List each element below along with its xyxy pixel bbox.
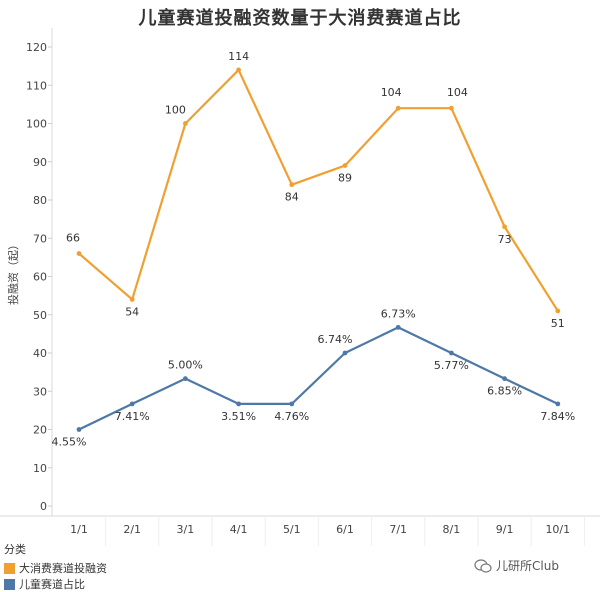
- data-label: 114: [228, 50, 249, 63]
- data-label: 7.41%: [115, 410, 150, 423]
- y-tick-label: 100: [26, 118, 47, 131]
- y-tick-label: 110: [26, 79, 47, 92]
- y-tick-label: 120: [26, 41, 47, 54]
- data-label: 3.51%: [221, 410, 256, 423]
- data-point: [236, 67, 242, 73]
- legend-swatch-blue: [4, 578, 15, 590]
- data-label: 100: [165, 104, 186, 117]
- x-tick-label: 2/1: [123, 523, 141, 536]
- data-label: 5.77%: [434, 359, 469, 372]
- x-tick-label: 8/1: [443, 523, 461, 536]
- x-tick-label: 3/1: [177, 523, 195, 536]
- data-label: 4.55%: [52, 436, 87, 449]
- legend-item-children: 儿童赛道占比: [4, 576, 107, 592]
- series-line-1: [78, 326, 559, 431]
- data-point: [342, 350, 348, 356]
- x-tick-label: 1/1: [70, 523, 88, 536]
- chart-title: 儿童赛道投融资数量于大消费赛道占比: [138, 8, 462, 29]
- data-point: [289, 182, 295, 188]
- y-tick-label: 50: [33, 309, 47, 322]
- data-point: [555, 308, 561, 314]
- y-tick-label: 80: [33, 194, 47, 207]
- data-label: 66: [66, 232, 80, 245]
- legend-title: 分类: [4, 543, 26, 556]
- data-label: 51: [551, 317, 565, 330]
- data-label: 7.84%: [540, 410, 575, 423]
- y-tick-label: 10: [33, 462, 47, 475]
- wechat-icon: [474, 558, 492, 573]
- data-point: [76, 251, 82, 256]
- data-point: [183, 376, 188, 382]
- y-tick-label: 70: [33, 232, 47, 245]
- data-label: 54: [125, 305, 139, 318]
- legend: 分类 大消费赛道投融资 儿童赛道占比: [4, 541, 107, 592]
- legend-swatch-orange: [4, 562, 15, 574]
- y-tick-label: 90: [33, 156, 47, 169]
- data-label: 6.73%: [381, 307, 416, 320]
- data-point: [395, 105, 401, 111]
- y-tick-label: 60: [33, 271, 47, 284]
- x-tick-label: 10/1: [545, 523, 570, 536]
- watermark: 儿研所Club: [474, 557, 559, 574]
- legend-item-consumer: 大消费赛道投融资: [4, 560, 107, 576]
- series-line-0: [78, 68, 559, 312]
- data-point: [76, 427, 82, 432]
- y-tick-label: 40: [33, 347, 47, 360]
- legend-label: 大消费赛道投融资: [19, 562, 107, 575]
- data-point: [236, 401, 242, 407]
- data-label: 6.85%: [487, 385, 522, 398]
- y-tick-label: 0: [40, 500, 47, 513]
- data-label: 84: [285, 191, 299, 204]
- data-label: 6.74%: [318, 333, 353, 346]
- data-point: [289, 401, 295, 407]
- x-tick-label: 7/1: [389, 523, 407, 536]
- data-point: [183, 121, 188, 126]
- data-point: [129, 401, 135, 407]
- data-point: [129, 297, 135, 302]
- series-layer: 66 54 100 114 84 89 104 104 73 51 4.55% 7.41% 5.00% 3…: [52, 50, 576, 449]
- data-label: 5.00%: [168, 359, 203, 372]
- data-label: 104: [447, 86, 468, 99]
- data-point: [449, 350, 454, 356]
- data-label: 73: [498, 233, 512, 246]
- x-tick-label: 5/1: [283, 523, 301, 536]
- data-point: [395, 324, 401, 330]
- y-tick-label: 20: [33, 424, 47, 437]
- x-tick-label: 9/1: [496, 523, 514, 536]
- data-label: 104: [381, 86, 402, 99]
- x-tick-label: 6/1: [336, 523, 354, 536]
- data-point: [449, 105, 454, 111]
- data-label: 89: [338, 172, 352, 185]
- axes: 0 10 20 30 40 50 60 70 80 90 100 110 120 投融资（起） 1/1 2/1…: [0, 28, 600, 546]
- y-axis-title: 投融资（起）: [6, 239, 20, 305]
- data-point: [342, 163, 348, 168]
- y-tick-label: 30: [33, 385, 47, 398]
- data-point: [502, 376, 507, 382]
- data-label: 4.76%: [274, 410, 309, 423]
- legend-label: 儿童赛道占比: [19, 578, 85, 591]
- x-tick-label: 4/1: [230, 523, 248, 536]
- data-point: [555, 401, 561, 407]
- data-point: [502, 224, 507, 230]
- watermark-text: 儿研所Club: [496, 559, 559, 573]
